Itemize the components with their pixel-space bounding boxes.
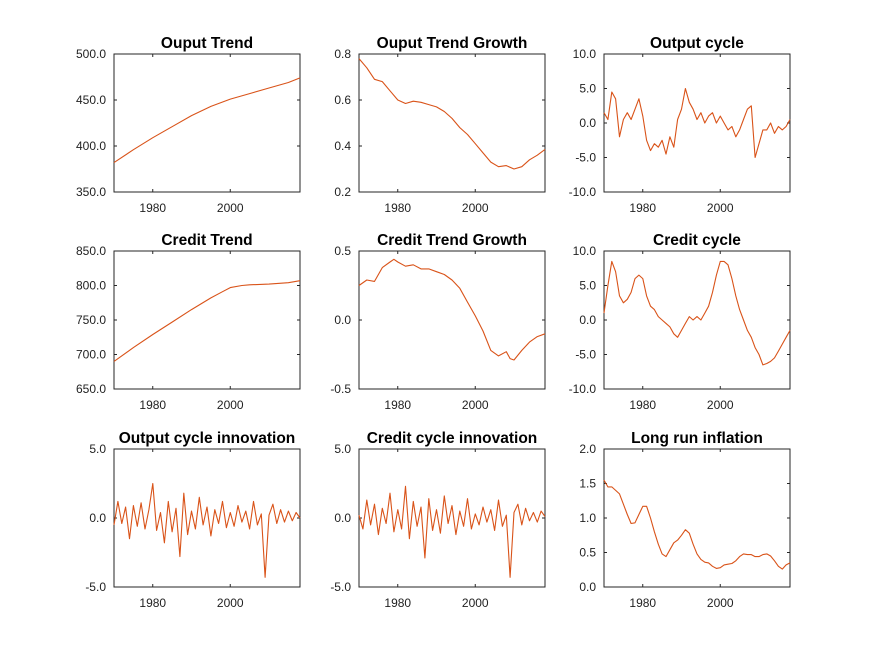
series-line xyxy=(358,258,546,361)
y-tick-label: 850.0 xyxy=(76,244,106,258)
y-tick-label: 0.4 xyxy=(334,139,351,153)
subplot-9: Long run inflation 0.0 0.5 1.0 1.5 2.0 1980 200… xyxy=(579,430,791,610)
y-tick-label: -10.0 xyxy=(569,185,597,199)
x-tick-label: 1980 xyxy=(384,201,411,215)
y-tick-label: -0.5 xyxy=(330,382,351,396)
plot-title: Ouput Trend xyxy=(161,35,253,52)
y-tick-label: 400.0 xyxy=(76,139,106,153)
y-tick-label: 1.5 xyxy=(579,477,596,491)
x-tick-label: 2000 xyxy=(707,201,734,215)
y-tick-label: 1.0 xyxy=(579,511,596,525)
plot-title: Credit cycle innovation xyxy=(367,430,538,447)
y-tick-label: 650.0 xyxy=(76,382,106,396)
x-tick-label: 2000 xyxy=(707,398,734,412)
y-tick-label: 350.0 xyxy=(76,185,106,199)
plot-area xyxy=(113,250,301,390)
y-tick-label: 0.6 xyxy=(334,93,351,107)
x-tick-label: 2000 xyxy=(217,201,244,215)
y-tick-label: -5.0 xyxy=(575,348,596,362)
y-tick-label: 0.8 xyxy=(334,47,351,61)
x-tick-label: 2000 xyxy=(462,398,489,412)
series-line xyxy=(358,485,546,578)
plot-title: Credit Trend Growth xyxy=(377,232,527,249)
x-tick-label: 1980 xyxy=(629,398,656,412)
series-line xyxy=(603,260,791,366)
y-tick-label: 750.0 xyxy=(76,313,106,327)
y-tick-label: 0.0 xyxy=(89,511,106,525)
series-line xyxy=(603,479,791,570)
x-tick-label: 1980 xyxy=(139,398,166,412)
x-tick-label: 1980 xyxy=(384,596,411,610)
series-line xyxy=(113,482,301,578)
y-tick-label: 0.0 xyxy=(334,511,351,525)
y-tick-label: 10.0 xyxy=(573,244,597,258)
y-tick-label: -5.0 xyxy=(85,580,106,594)
plot-title: Credit cycle xyxy=(653,232,741,249)
y-tick-label: -5.0 xyxy=(330,580,351,594)
subplot-4: Credit Trend 650.0 700.0 750.0 800.0 850.0 198… xyxy=(76,232,301,412)
y-tick-label: 0.2 xyxy=(334,185,351,199)
y-tick-label: 2.0 xyxy=(579,442,596,456)
y-tick-label: -10.0 xyxy=(569,382,597,396)
plot-area xyxy=(113,53,301,193)
y-tick-label: 700.0 xyxy=(76,348,106,362)
y-tick-label: 0.5 xyxy=(579,546,596,560)
plot-title: Ouput Trend Growth xyxy=(377,35,528,52)
y-tick-label: 5.0 xyxy=(89,442,106,456)
subplot-5: Credit Trend Growth -0.5 0.0 0.5 1980 2000 xyxy=(330,232,546,412)
plot-title: Credit Trend xyxy=(161,232,252,249)
y-tick-label: 5.0 xyxy=(579,279,596,293)
subplot-6: Credit cycle -10.0 -5.0 0.0 5.0 10.0 1980 2000 xyxy=(569,232,791,412)
y-tick-label: 0.0 xyxy=(579,116,596,130)
subplot-1: Ouput Trend 350.0 400.0 450.0 500.0 1980 2000 xyxy=(76,35,301,215)
y-tick-label: 0.0 xyxy=(579,580,596,594)
plot-area xyxy=(603,250,791,390)
subplot-3: Output cycle -10.0 -5.0 0.0 5.0 10.0 1980 2000 xyxy=(569,35,791,215)
y-tick-label: -5.0 xyxy=(575,151,596,165)
x-tick-label: 2000 xyxy=(217,398,244,412)
x-tick-label: 2000 xyxy=(707,596,734,610)
series-line xyxy=(113,280,301,362)
x-tick-label: 1980 xyxy=(629,596,656,610)
y-tick-label: 0.0 xyxy=(579,313,596,327)
y-tick-label: 5.0 xyxy=(579,82,596,96)
y-tick-label: 800.0 xyxy=(76,279,106,293)
x-tick-label: 1980 xyxy=(629,201,656,215)
x-tick-label: 1980 xyxy=(384,398,411,412)
x-tick-label: 2000 xyxy=(462,596,489,610)
subplot-8: Credit cycle innovation -5.0 0.0 5.0 1980 200… xyxy=(330,430,546,610)
plot-area xyxy=(603,448,791,588)
series-line xyxy=(113,77,301,164)
y-tick-label: 5.0 xyxy=(334,442,351,456)
x-tick-label: 2000 xyxy=(462,201,489,215)
series-line xyxy=(603,87,791,159)
y-tick-label: 0.5 xyxy=(334,244,351,258)
plot-title: Output cycle xyxy=(650,35,744,52)
plot-area xyxy=(113,448,301,588)
y-tick-label: 0.0 xyxy=(334,313,351,327)
plot-title: Output cycle innovation xyxy=(119,430,296,447)
plot-area xyxy=(358,250,546,390)
x-tick-label: 1980 xyxy=(139,201,166,215)
y-tick-label: 10.0 xyxy=(573,47,597,61)
plot-area xyxy=(358,53,546,193)
y-tick-label: 450.0 xyxy=(76,93,106,107)
x-tick-label: 2000 xyxy=(217,596,244,610)
subplot-2: Ouput Trend Growth 0.2 0.4 0.6 0.8 1980 2000 xyxy=(334,35,546,215)
x-tick-label: 1980 xyxy=(139,596,166,610)
y-tick-label: 500.0 xyxy=(76,47,106,61)
subplot-7: Output cycle innovation -5.0 0.0 5.0 1980 200… xyxy=(85,430,301,610)
plot-title: Long run inflation xyxy=(631,430,763,447)
plot-area xyxy=(603,53,791,193)
series-line xyxy=(358,58,546,170)
